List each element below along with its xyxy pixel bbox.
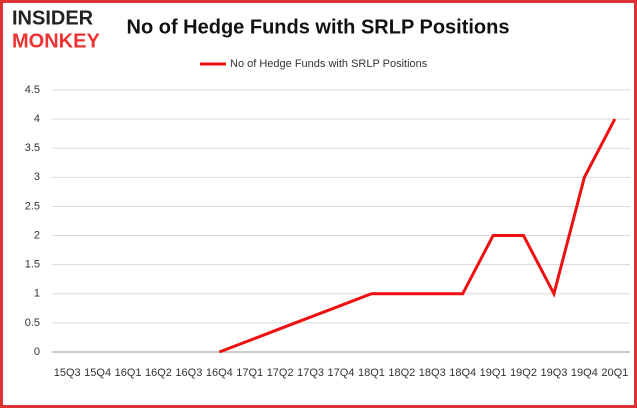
x-tick-label: 17Q2 xyxy=(267,367,294,379)
chart-title: No of Hedge Funds with SRLP Positions xyxy=(127,16,510,38)
y-tick-label: 0.5 xyxy=(25,317,40,329)
x-tick-label: 17Q1 xyxy=(236,367,263,379)
y-tick-label: 3.5 xyxy=(25,142,40,154)
y-tick-label: 4 xyxy=(34,113,40,125)
x-tick-label: 15Q3 xyxy=(54,367,81,379)
x-tick-label: 19Q2 xyxy=(510,367,537,379)
x-tick-label: 18Q4 xyxy=(449,367,476,379)
legend-label: No of Hedge Funds with SRLP Positions xyxy=(230,58,428,70)
x-tick-label: 17Q3 xyxy=(297,367,324,379)
y-tick-label: 2 xyxy=(34,229,40,241)
x-tick-label: 16Q2 xyxy=(145,367,172,379)
x-tick-label: 18Q2 xyxy=(388,367,415,379)
y-tick-label: 4.5 xyxy=(25,84,40,96)
y-tick-label: 0 xyxy=(34,346,40,358)
x-tick-label: 16Q1 xyxy=(115,367,142,379)
x-tick-label: 18Q1 xyxy=(358,367,385,379)
y-tick-label: 1.5 xyxy=(25,259,40,271)
x-tick-label: 19Q4 xyxy=(571,367,598,379)
x-tick-label: 16Q4 xyxy=(206,367,233,379)
x-tick-label: 15Q4 xyxy=(84,367,111,379)
y-tick-label: 1 xyxy=(34,288,40,300)
x-tick-label: 20Q1 xyxy=(601,367,628,379)
series-line xyxy=(218,118,617,354)
logo-top: INSIDER xyxy=(12,7,94,29)
x-tick-label: 17Q4 xyxy=(328,367,355,379)
y-tick-label: 2.5 xyxy=(25,200,40,212)
x-tick-label: 18Q3 xyxy=(419,367,446,379)
x-tick-label: 19Q1 xyxy=(480,367,507,379)
x-tick-label: 16Q3 xyxy=(175,367,202,379)
x-tick-label: 19Q3 xyxy=(540,367,567,379)
logo-bottom: MONKEY xyxy=(12,30,100,52)
y-tick-label: 3 xyxy=(34,171,40,183)
